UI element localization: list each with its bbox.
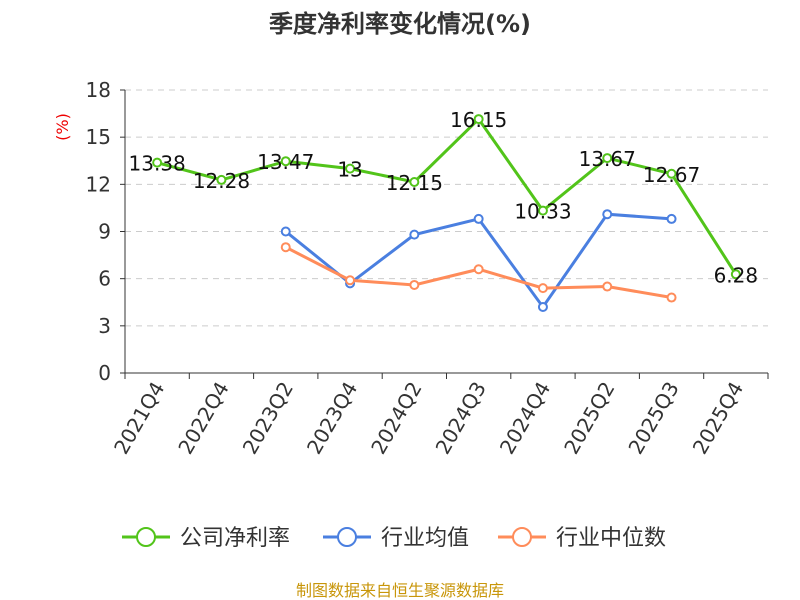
x-tick-label: 2023Q2 xyxy=(238,378,298,459)
data-point-2 xyxy=(280,242,291,253)
data-point-1 xyxy=(537,301,548,312)
data-point-2 xyxy=(409,279,420,290)
data-point-0 xyxy=(280,156,291,167)
data-point-0 xyxy=(730,269,741,280)
data-point-2 xyxy=(473,264,484,275)
source-footer: 制图数据来自恒生聚源数据库 xyxy=(296,581,504,600)
x-tick-label: 2024Q3 xyxy=(431,378,491,459)
series-line-0 xyxy=(156,116,738,276)
data-point-0 xyxy=(345,163,356,174)
x-tick-label: 2024Q2 xyxy=(366,378,426,459)
data-label: 13.47 xyxy=(257,150,314,174)
data-label: 13.67 xyxy=(579,147,636,171)
y-tick-label: 15 xyxy=(86,125,111,149)
x-tick-label: 2021Q4 xyxy=(109,378,169,459)
data-point-1 xyxy=(409,229,420,240)
data-point-1 xyxy=(666,213,677,224)
legend-marker xyxy=(512,527,532,547)
data-label: 13.38 xyxy=(129,152,186,176)
x-tick-label: 2025Q2 xyxy=(559,378,619,459)
data-label: 12.15 xyxy=(386,171,443,195)
y-axis-label: (%) xyxy=(53,113,72,141)
data-point-0 xyxy=(602,153,613,164)
x-tick-label: 2025Q4 xyxy=(688,378,748,459)
y-tick-label: 6 xyxy=(98,267,111,291)
series-line-1 xyxy=(284,212,672,310)
data-point-1 xyxy=(602,209,613,220)
data-point-0 xyxy=(409,176,420,187)
data-point-0 xyxy=(537,205,548,216)
y-tick-label: 12 xyxy=(86,172,111,196)
data-label: 6.28 xyxy=(714,263,759,287)
data-label: 13 xyxy=(337,158,362,182)
y-tick-label: 3 xyxy=(98,314,111,338)
x-tick-label: 2022Q4 xyxy=(173,378,233,459)
data-label: 12.67 xyxy=(643,163,700,187)
data-point-1 xyxy=(280,226,291,237)
data-point-2 xyxy=(537,283,548,294)
y-tick-label: 0 xyxy=(98,361,111,385)
y-tick-label: 18 xyxy=(86,78,111,102)
x-tick-label: 2025Q3 xyxy=(623,378,683,459)
legend-label: 行业中位数 xyxy=(556,526,666,551)
legend-marker xyxy=(136,527,156,547)
x-tick-label: 2024Q4 xyxy=(495,378,555,459)
legend-marker xyxy=(337,527,357,547)
legend-label: 行业均值 xyxy=(381,526,469,551)
data-label: 16.15 xyxy=(450,108,507,132)
data-label: 10.33 xyxy=(514,200,571,224)
data-point-2 xyxy=(666,292,677,303)
chart-title: 季度净利率变化情况(%) xyxy=(269,10,531,38)
data-point-1 xyxy=(473,213,484,224)
legend-label: 公司净利率 xyxy=(180,526,290,551)
data-point-0 xyxy=(216,174,227,185)
data-point-0 xyxy=(152,157,163,168)
data-point-2 xyxy=(345,275,356,286)
data-label: 12.28 xyxy=(193,169,250,193)
data-point-2 xyxy=(602,281,613,292)
data-point-0 xyxy=(666,168,677,179)
data-point-0 xyxy=(473,114,484,125)
y-tick-label: 9 xyxy=(98,220,111,244)
x-tick-label: 2023Q4 xyxy=(302,378,362,459)
